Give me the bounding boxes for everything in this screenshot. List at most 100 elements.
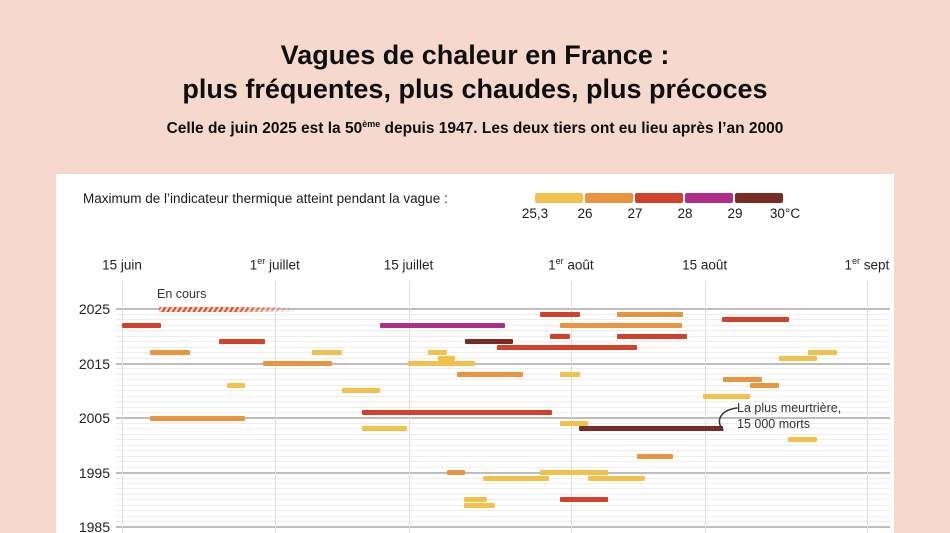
year-gridline — [116, 406, 890, 408]
year-gridline — [116, 384, 890, 386]
heatwave-bar — [787, 437, 818, 443]
year-gridline — [116, 417, 890, 419]
year-gridline — [116, 499, 890, 501]
year-gridline — [116, 439, 890, 441]
year-gridline — [116, 330, 890, 332]
heatwave-bar — [540, 470, 609, 475]
year-gridline — [116, 319, 890, 321]
legend-tick-label: 26 — [577, 206, 593, 221]
x-gridline — [866, 281, 868, 533]
heatwave-bar — [560, 322, 683, 328]
year-gridline — [116, 313, 890, 315]
heatwave-bar — [616, 311, 683, 317]
legend-tick-label: 30°C — [769, 206, 801, 221]
year-gridline — [116, 433, 890, 435]
heatwave-bar — [750, 382, 780, 388]
heatwave-bar — [722, 377, 762, 383]
heatwave-bar — [463, 497, 487, 503]
year-gridline — [116, 515, 890, 517]
deadliest-annotation-line2: 15 000 morts — [737, 417, 810, 431]
heatwave-bar — [560, 420, 588, 426]
heatwave-bar — [457, 371, 524, 377]
heatwave-bar — [549, 333, 570, 339]
heatwave-bar — [636, 453, 673, 459]
heatwave-bar — [807, 350, 838, 356]
x-gridline — [408, 281, 410, 533]
heatwave-bar — [149, 415, 246, 421]
heatwave-bar — [407, 361, 476, 366]
heatwave-bar — [227, 382, 246, 388]
page-title-line2: plus fréquentes, plus chaudes, plus préc… — [182, 74, 768, 104]
x-axis-label: 15 juin — [102, 257, 142, 273]
en-cours-annotation: En cours — [157, 287, 207, 301]
heatwave-bar — [560, 497, 609, 503]
legend-color-swatch — [735, 193, 783, 203]
deadliest-annotation-arrow — [718, 407, 738, 431]
y-axis-label: 2025 — [78, 301, 110, 317]
x-axis-label: 15 août — [682, 257, 728, 273]
heatwave-bar — [588, 475, 646, 481]
heatwave-bar — [361, 410, 552, 416]
heatwave-bar — [579, 426, 723, 432]
x-gridline — [704, 281, 706, 533]
heatwave-bar — [427, 350, 447, 356]
y-axis-label: 2005 — [78, 410, 110, 426]
heatwave-bar — [446, 470, 465, 475]
x-axis-label: 1er juillet — [249, 256, 300, 273]
year-gridline — [116, 504, 890, 506]
year-gridline — [116, 352, 890, 354]
heatwave-bar — [361, 426, 408, 432]
year-gridline — [116, 379, 890, 381]
y-axis-label: 1995 — [78, 464, 110, 481]
legend-tick-label: 25,3 — [521, 206, 549, 221]
heatwave-bar — [263, 361, 333, 366]
year-gridline — [116, 450, 890, 452]
x-gridline — [122, 281, 123, 533]
heatwave-bar — [779, 355, 818, 361]
y-axis-label: 2015 — [78, 355, 110, 372]
year-gridline — [116, 482, 890, 484]
x-axis-label: 15 juillet — [383, 257, 434, 273]
x-axis-label: 1er sept — [844, 256, 890, 273]
legend-tick-label: 28 — [677, 206, 693, 221]
heatwave-bar — [497, 344, 637, 350]
year-gridline — [116, 526, 890, 528]
year-gridline — [116, 335, 890, 337]
year-gridline — [116, 510, 890, 512]
heatwave-bar — [702, 393, 751, 399]
heatwave-bar — [540, 311, 581, 317]
legend-color-swatch — [635, 193, 683, 203]
page-title-line1: Vagues de chaleur en France : — [280, 40, 670, 70]
heatwave-bar — [721, 317, 790, 323]
year-gridline — [116, 308, 890, 310]
year-gridline — [116, 471, 890, 474]
heatwave-bar — [312, 350, 342, 356]
year-gridline — [116, 362, 890, 365]
heatwave-bar — [341, 388, 380, 394]
year-gridline — [116, 422, 890, 424]
legend-tick-label: 29 — [727, 206, 743, 221]
year-gridline — [116, 488, 890, 490]
year-gridline — [116, 428, 890, 430]
legend-label: Maximum de l’indicateur thermique attein… — [83, 191, 448, 206]
x-gridline — [274, 281, 276, 533]
year-gridline — [116, 455, 890, 457]
year-gridline — [116, 390, 890, 392]
heatwave-bar — [122, 322, 162, 328]
heatwave-bar — [379, 322, 505, 328]
heatwave-bar — [464, 339, 513, 345]
year-gridline — [116, 357, 890, 359]
x-gridline — [570, 281, 572, 533]
legend-color-swatch — [535, 193, 583, 203]
year-gridline — [116, 395, 890, 397]
page-subtitle: Celle de juin 2025 est la 50ème depuis 1… — [166, 119, 784, 138]
heatwave-bar — [218, 339, 266, 345]
heatwave-bar — [438, 355, 456, 361]
year-gridline — [116, 521, 890, 522]
year-gridline — [116, 444, 890, 446]
x-axis-label: 1er août — [548, 256, 594, 273]
legend-color-scale — [535, 193, 785, 203]
year-gridline — [116, 493, 890, 495]
heatwave-bar — [159, 306, 297, 312]
